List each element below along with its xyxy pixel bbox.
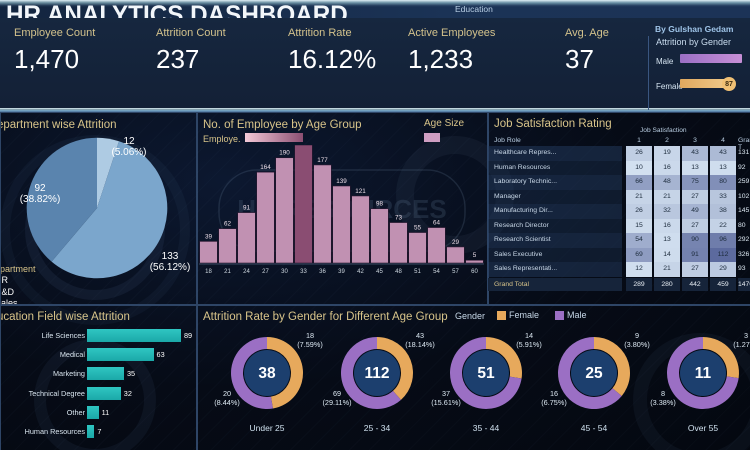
svg-text:42: 42 (357, 269, 364, 275)
svg-text:38: 38 (258, 365, 276, 382)
svg-text:54: 54 (433, 269, 440, 275)
svg-text:73: 73 (395, 215, 403, 222)
svg-text:62: 62 (224, 221, 232, 228)
svg-text:190: 190 (279, 150, 290, 157)
svg-text:27: 27 (262, 269, 269, 275)
svg-text:64: 64 (433, 220, 441, 227)
svg-text:24: 24 (243, 269, 250, 275)
svg-text:51: 51 (414, 269, 421, 275)
svg-text:91: 91 (243, 205, 251, 212)
svg-text:60: 60 (471, 269, 478, 275)
svg-text:36: 36 (319, 269, 326, 275)
svg-text:55: 55 (414, 225, 422, 232)
svg-text:57: 57 (452, 269, 459, 275)
svg-text:29: 29 (452, 239, 460, 246)
svg-text:45: 45 (376, 269, 383, 275)
svg-text:39: 39 (338, 269, 345, 275)
svg-text:5: 5 (473, 252, 477, 259)
svg-text:48: 48 (395, 269, 402, 275)
svg-text:11: 11 (695, 365, 712, 382)
svg-text:112: 112 (364, 365, 389, 382)
svg-text:21: 21 (224, 269, 231, 275)
svg-text:33: 33 (300, 269, 307, 275)
svg-text:51: 51 (477, 365, 495, 382)
svg-text:30: 30 (281, 269, 288, 275)
svg-text:98: 98 (376, 201, 384, 208)
svg-text:18: 18 (205, 269, 212, 275)
svg-text:177: 177 (317, 157, 328, 164)
svg-text:25: 25 (585, 365, 603, 382)
svg-text:139: 139 (336, 178, 347, 185)
svg-text:121: 121 (355, 188, 366, 195)
svg-text:164: 164 (260, 164, 271, 171)
svg-text:39: 39 (205, 233, 213, 240)
